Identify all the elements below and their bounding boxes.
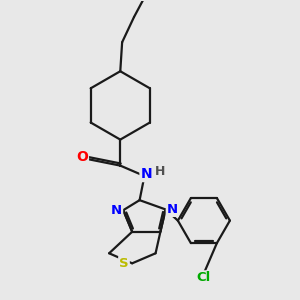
Text: N: N: [111, 204, 122, 217]
Text: N: N: [140, 167, 152, 181]
Text: S: S: [119, 257, 129, 270]
Text: Cl: Cl: [197, 271, 211, 284]
Text: N: N: [167, 203, 178, 216]
Text: H: H: [155, 165, 165, 178]
Text: O: O: [76, 150, 88, 164]
